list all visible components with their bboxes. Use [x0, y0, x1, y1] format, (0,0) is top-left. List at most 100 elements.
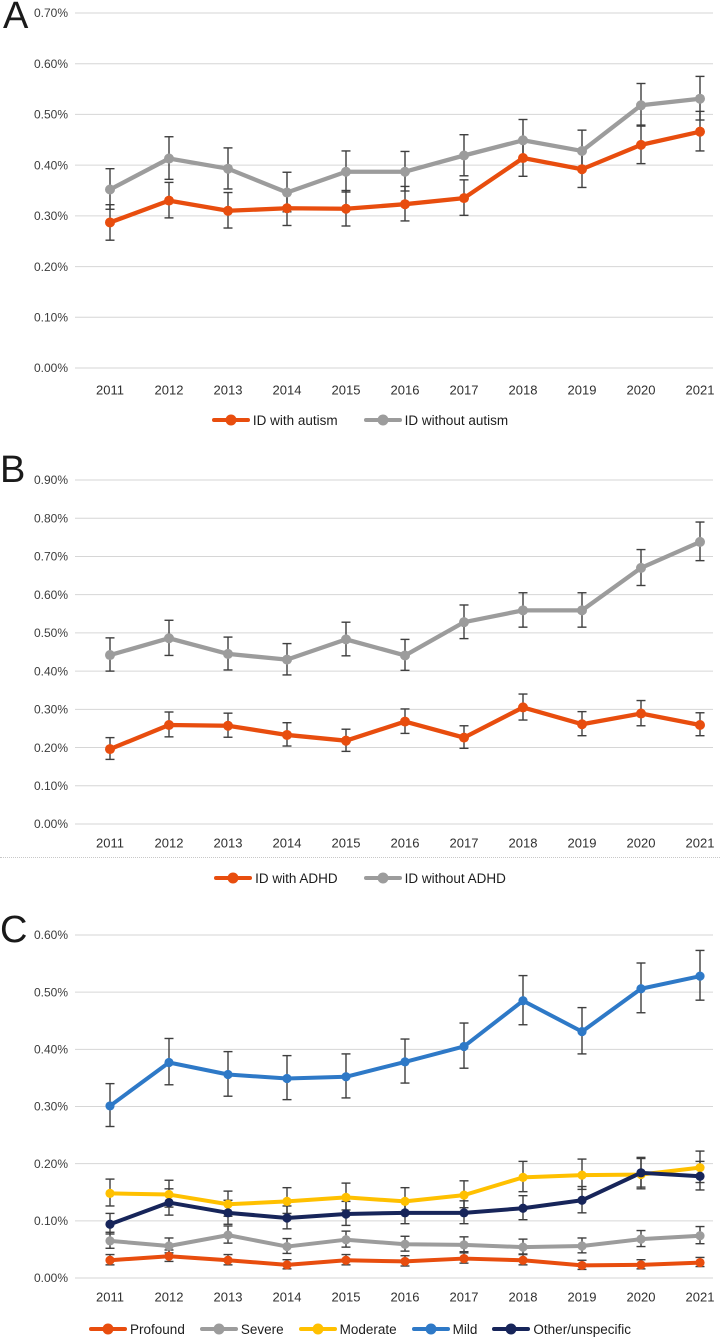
data-point-marker	[400, 1256, 410, 1267]
legend-line-marker-icon	[211, 414, 250, 426]
data-point-marker	[577, 1170, 587, 1180]
data-point-marker	[518, 996, 528, 1006]
data-point-marker	[282, 729, 292, 740]
data-point-marker	[459, 617, 469, 628]
x-tick-label: 2020	[627, 1290, 656, 1305]
data-point-marker	[400, 1208, 410, 1218]
data-point-marker	[400, 1239, 410, 1249]
panel-divider	[0, 857, 720, 858]
x-tick-label: 2020	[627, 383, 656, 398]
data-point-marker	[577, 1260, 587, 1271]
legend-line-marker-icon	[363, 872, 402, 884]
panel-letter-a: A	[3, 0, 29, 37]
y-tick-label: 0.10%	[34, 779, 68, 793]
data-point-marker	[105, 1236, 115, 1246]
y-tick-label: 0.30%	[34, 1100, 68, 1114]
data-point-marker	[695, 720, 705, 731]
y-tick-label: 0.20%	[34, 1157, 68, 1171]
data-point-marker	[695, 93, 705, 104]
legend-line-marker-icon	[411, 1323, 450, 1335]
x-tick-label: 2019	[568, 383, 597, 398]
y-tick-label: 0.40%	[34, 1043, 68, 1057]
data-point-marker	[400, 199, 410, 210]
data-point-marker	[636, 139, 646, 150]
legend-line-marker-icon	[89, 1323, 128, 1335]
y-tick-label: 0.60%	[34, 57, 68, 71]
data-point-marker	[223, 720, 233, 731]
x-tick-label: 2015	[332, 1290, 361, 1305]
legend-line-marker-icon	[199, 1323, 238, 1335]
data-point-marker	[400, 1196, 410, 1206]
data-point-marker	[636, 1168, 646, 1178]
data-point-marker	[223, 205, 233, 216]
panel-a: 0.00% 0.10% 0.20% 0.30% 0.40% 0.50% 0.60% 0.70%…	[0, 0, 720, 440]
x-tick-label: 2012	[155, 836, 184, 851]
x-tick-label: 2011	[96, 1290, 124, 1305]
y-tick-label: 0.80%	[34, 511, 68, 525]
data-point-marker	[223, 1230, 233, 1240]
data-point-marker	[695, 536, 705, 547]
data-point-marker	[459, 1253, 469, 1264]
x-tick-label: 2021	[686, 383, 715, 398]
x-tick-label: 2016	[391, 836, 420, 851]
data-point-marker	[695, 971, 705, 981]
data-point-marker	[518, 1203, 528, 1213]
data-point-marker	[282, 654, 292, 665]
data-point-marker	[518, 135, 528, 146]
x-tick-label: 2019	[568, 1290, 597, 1305]
data-point-marker	[577, 164, 587, 175]
y-tick-label: 0.10%	[34, 1214, 68, 1228]
data-point-marker	[577, 605, 587, 616]
data-point-marker	[459, 1041, 469, 1052]
data-point-marker	[341, 1255, 351, 1265]
legend-item: Mild	[411, 1322, 477, 1337]
data-point-marker	[282, 1073, 292, 1084]
legend-label: ID without autism	[404, 412, 509, 428]
data-point-marker	[459, 1240, 469, 1250]
data-point-marker	[164, 1197, 174, 1208]
data-point-marker	[459, 193, 469, 204]
data-point-marker	[341, 1072, 351, 1082]
legend-dot-icon	[312, 1323, 324, 1335]
legend-line-marker-icon	[363, 414, 402, 426]
data-point-marker	[577, 145, 587, 156]
data-point-marker	[105, 184, 115, 195]
data-point-marker	[105, 650, 115, 661]
y-tick-label: 0.60%	[34, 588, 68, 602]
data-point-marker	[341, 634, 351, 645]
x-tick-label: 2019	[568, 836, 597, 851]
legend-item: Other/unspecific	[492, 1322, 631, 1337]
data-point-marker	[459, 1208, 469, 1218]
data-point-marker	[518, 702, 528, 713]
legend-dot-icon	[227, 872, 239, 884]
legend-panel-a: ID with autism ID without autism	[0, 406, 720, 434]
legend-item: ID with autism	[211, 413, 338, 428]
x-tick-label: 2016	[391, 1290, 420, 1305]
y-tick-label: 0.10%	[34, 310, 68, 324]
x-tick-label: 2013	[214, 836, 243, 851]
x-tick-label: 2012	[155, 383, 184, 398]
data-point-marker	[164, 195, 174, 206]
legend-dot-icon	[102, 1323, 114, 1335]
data-point-marker	[577, 1241, 587, 1251]
data-point-marker	[105, 1219, 115, 1229]
legend-item: ID without autism	[363, 412, 509, 428]
data-point-marker	[105, 744, 115, 755]
y-tick-label: 0.50%	[34, 626, 68, 640]
data-point-marker	[105, 1101, 115, 1111]
legend-dot-icon	[213, 1323, 225, 1335]
x-tick-label: 2011	[96, 383, 124, 398]
legend-label: ID with ADHD	[255, 870, 338, 886]
data-point-marker	[636, 984, 646, 994]
y-tick-label: 0.20%	[34, 741, 68, 755]
legend-dot-icon	[225, 414, 237, 426]
data-point-marker	[695, 1257, 705, 1268]
data-point-marker	[695, 126, 705, 137]
chart-id-adhd: 0.00% 0.10% 0.20% 0.30% 0.40% 0.50% 0.60% 0.70%…	[34, 473, 714, 851]
x-tick-label: 2015	[332, 836, 361, 851]
legend-dot-icon	[425, 1323, 437, 1335]
x-tick-label: 2016	[391, 383, 420, 398]
y-tick-label: 0.40%	[34, 664, 68, 678]
data-point-marker	[223, 648, 233, 659]
data-point-marker	[164, 633, 174, 644]
